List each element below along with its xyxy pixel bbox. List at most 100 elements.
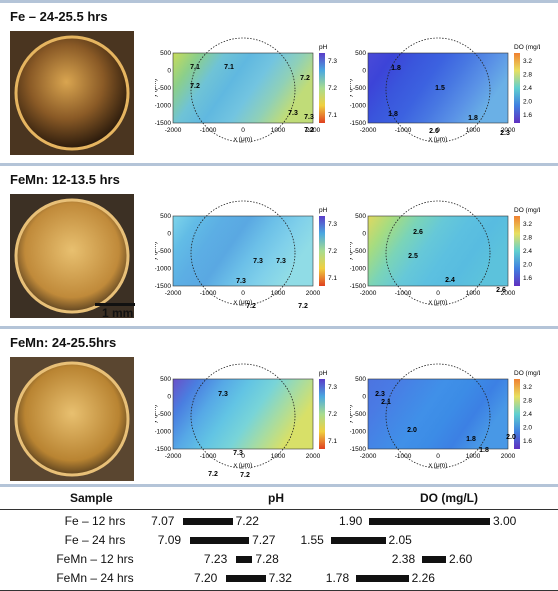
contour-label: 2.6	[496, 287, 506, 294]
x-axis-label: x (μm)	[429, 462, 448, 469]
colorbar-title: pH	[319, 370, 328, 377]
plot-frame	[172, 215, 314, 287]
y-tick-label: 500	[355, 50, 366, 57]
contour-label: 7.2	[304, 127, 314, 134]
do-range-bar	[421, 556, 446, 563]
contour-label: 1.8	[391, 65, 401, 72]
x-tick-label: 2000	[306, 453, 321, 460]
sample-name: Fe – 24 hrs	[64, 533, 126, 547]
contour-label: 2.1	[381, 399, 391, 406]
sample-outline	[190, 363, 296, 469]
y-tick-label: -500	[158, 248, 171, 255]
y-tick-label: -1000	[155, 266, 171, 273]
contour-label: 1.8	[479, 447, 489, 454]
do-min: 1.90	[339, 514, 363, 528]
panel-title: FeMn: 12-13.5 hrs	[10, 172, 120, 187]
panel-divider	[0, 326, 558, 329]
panel-fe-24: Fe – 24-25.5 hrs -2000 -1000 0 1000 2000 500 0…	[0, 3, 558, 163]
y-tick-label: 500	[355, 376, 366, 383]
do-min: 2.38	[391, 552, 416, 566]
ph-min: 7.20	[194, 571, 218, 585]
colorbar-tick: 2.0	[523, 99, 532, 106]
sample-name: FeMn – 24 hrs	[56, 571, 134, 585]
do-map: -2000 -1000 0 1000 2000 500 0 -500 -1000 -1500 x (…	[350, 363, 540, 488]
y-tick-label: 0	[362, 68, 366, 75]
plot-frame	[367, 52, 509, 124]
y-axis-label: y (μm)	[155, 79, 158, 98]
x-axis-label: x (μm)	[429, 136, 448, 143]
do-heatmap: -2000 -1000 0 1000 2000 500 0 -500 -1000 -1500 x (…	[350, 200, 540, 306]
ph-max: 7.22	[235, 514, 259, 528]
y-tick-label: -1000	[155, 429, 171, 436]
x-tick-label: 1000	[271, 290, 286, 297]
x-tick-label: 2000	[501, 453, 516, 460]
sample-outline	[385, 200, 491, 306]
do-map: -2000 -1000 0 1000 2000 500 0 -500 -1000 -1500 x (…	[350, 37, 540, 162]
contour-label: 7.3	[233, 450, 243, 457]
x-tick-label: 1000	[466, 127, 481, 134]
contour-label: 7.2	[298, 303, 308, 310]
colorbar-tick: 7.2	[328, 85, 337, 92]
y-tick-label: 500	[160, 213, 171, 220]
ph-range-bar	[235, 556, 253, 563]
y-tick-label: -1500	[350, 446, 366, 453]
ph-map: -2000 -1000 0 1000 2000 500 0 -500 -1000 -1500 x (…	[155, 363, 345, 488]
colorbar-tick: 7.3	[328, 221, 337, 228]
y-tick-label: 0	[167, 394, 171, 401]
colorbar-tick: 7.1	[328, 438, 337, 445]
y-tick-label: 0	[362, 231, 366, 238]
contour-label: 7.3	[253, 258, 263, 265]
x-tick-label: 1000	[271, 127, 286, 134]
colorbar-tick: 2.4	[523, 411, 532, 418]
contour-label: 7.2	[246, 303, 256, 310]
contour-label: 2.3	[500, 130, 510, 137]
colorbar-tick: 3.2	[523, 58, 532, 65]
y-tick-label: -500	[353, 411, 366, 418]
header-sample: Sample	[70, 491, 113, 505]
colorbar-tick: 7.3	[328, 384, 337, 391]
plot-frame	[367, 215, 509, 287]
x-tick-label: 2000	[306, 127, 321, 134]
y-tick-label: -1500	[350, 283, 366, 290]
y-tick-label: -1500	[155, 446, 171, 453]
ph-min: 7.07	[151, 514, 175, 528]
colorbar-title: DO (mg/L)	[514, 207, 540, 214]
colorbar-tick: 7.2	[328, 248, 337, 255]
y-axis-label: y (μm)	[350, 79, 353, 98]
sample-outline	[190, 200, 296, 306]
x-tick-label: -2000	[165, 453, 182, 460]
sample-outline	[385, 363, 491, 469]
y-tick-label: -500	[158, 85, 171, 92]
x-axis-label: x (μm)	[429, 299, 448, 306]
x-axis-label: x (μm)	[234, 299, 253, 306]
panel-femn-24: FeMn: 24-25.5hrs -2000 -1000 0 1000 2000 500 0…	[0, 329, 558, 489]
sample-name: FeMn – 12 hrs	[56, 552, 134, 566]
x-tick-label: 0	[436, 127, 440, 134]
y-tick-label: -500	[353, 85, 366, 92]
contour-label: 2.4	[445, 277, 455, 284]
colorbar	[319, 216, 325, 286]
heatmap-field	[368, 53, 508, 123]
do-map: -2000 -1000 0 1000 2000 500 0 -500 -1000 -1500 x (…	[350, 200, 540, 325]
plot-frame	[172, 378, 314, 450]
contour-label: 7.2	[300, 75, 310, 82]
y-tick-label: -1000	[155, 103, 171, 110]
plot-frame	[172, 52, 314, 124]
table-header-rule	[0, 509, 558, 510]
contour-label: 7.3	[304, 114, 314, 121]
ph-heatmap: -2000 -1000 0 1000 2000 500 0 -500 -1000 -1500 x (…	[155, 37, 337, 143]
contour-label: 7.2	[190, 83, 200, 90]
heatmap-field	[368, 379, 508, 449]
panel-title: FeMn: 24-25.5hrs	[10, 335, 117, 350]
do-range-bar	[369, 518, 490, 525]
y-tick-label: -500	[353, 248, 366, 255]
contour-label: 2.3	[375, 391, 385, 398]
sample-outline	[385, 37, 491, 143]
ph-min: 7.09	[157, 533, 182, 547]
sample-outline	[190, 37, 296, 143]
ph-min: 7.23	[203, 552, 228, 566]
do-max: 2.05	[388, 533, 412, 547]
do-max: 2.26	[411, 571, 435, 585]
panel-divider	[0, 484, 558, 487]
y-tick-label: -500	[158, 411, 171, 418]
